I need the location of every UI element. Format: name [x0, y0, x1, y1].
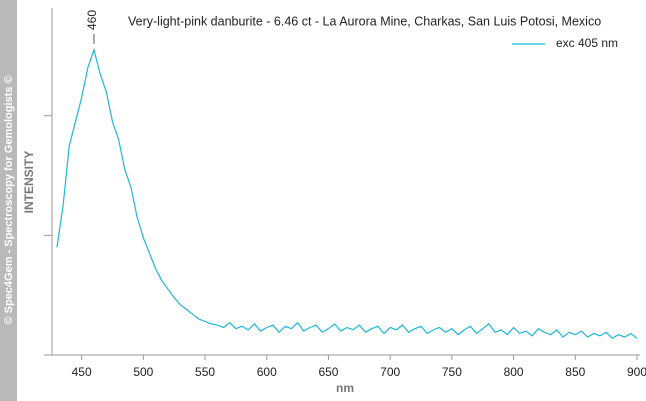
x-tick-label: 450 [72, 365, 92, 379]
x-axis-label: nm [336, 381, 354, 395]
watermark: © Spec4Gem - Spectroscopy for Gemologist… [3, 75, 15, 324]
x-tick-label: 600 [257, 365, 277, 379]
y-axis-label: INTENSITY [22, 151, 36, 214]
side-band [0, 0, 17, 401]
x-tick-label: 500 [133, 365, 153, 379]
spectrum-line [56, 47, 638, 339]
chart-title: Very-light-pink danburite - 6.46 ct - La… [128, 14, 601, 28]
peak-annotation: 460 [85, 10, 99, 30]
x-tick-label: 850 [565, 365, 585, 379]
x-tick-label: 900 [627, 365, 646, 379]
x-tick-label: 700 [380, 365, 400, 379]
x-tick-label: 800 [504, 365, 524, 379]
x-tick-label: 650 [318, 365, 338, 379]
legend-label: exc 405 nm [556, 36, 618, 50]
x-tick-label: 550 [195, 365, 215, 379]
x-tick-label: 750 [442, 365, 462, 379]
